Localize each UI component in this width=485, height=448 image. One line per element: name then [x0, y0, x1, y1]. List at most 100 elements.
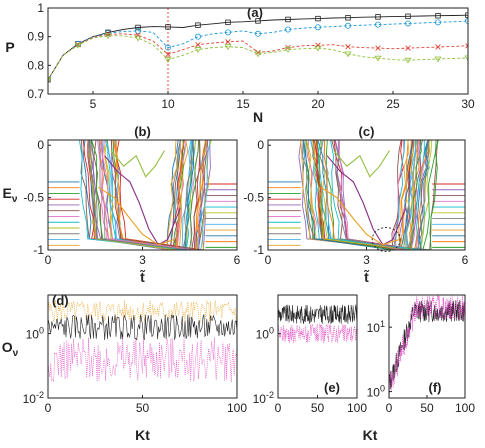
crossing-line: [303, 140, 393, 250]
ytick-label: 100: [26, 326, 44, 342]
xtick-label: 50: [311, 401, 325, 415]
panel-label-d: (d): [52, 293, 69, 308]
point-circle: [224, 29, 231, 36]
oscillation-trace: [48, 314, 237, 341]
crossing-line: [82, 140, 186, 250]
point-square: [375, 14, 381, 20]
panel-a-frame: [47, 7, 469, 95]
xlabel-a: N: [253, 109, 263, 125]
crossing-line: [408, 140, 422, 250]
oscillation-trace: [389, 299, 465, 390]
crossing-line: [194, 140, 207, 250]
point-triangle: [224, 44, 232, 51]
point-square: [225, 19, 231, 26]
panel-d-plot: [48, 300, 237, 382]
panel-label-b: (b): [134, 124, 151, 139]
crossing-line: [189, 140, 200, 250]
crossing-line: [422, 140, 437, 250]
xtick-label: 25: [386, 97, 400, 111]
crossing-line: [415, 140, 430, 250]
spectral-curve: [320, 186, 400, 246]
xtick-label: 3: [139, 253, 146, 267]
crossing-line: [181, 140, 192, 250]
crossing-line: [397, 140, 410, 250]
crossing-line: [414, 140, 429, 250]
crossing-line: [399, 140, 409, 250]
xtick-label: 0: [275, 401, 282, 415]
crossing-line: [329, 140, 401, 250]
crossing-line: [99, 140, 197, 250]
point-square: [465, 12, 468, 18]
oscillation-trace: [278, 323, 357, 344]
crossing-line: [178, 140, 189, 250]
ytick-label: 0.8: [27, 58, 44, 72]
point-x: [345, 43, 351, 50]
crossing-line: [409, 140, 420, 250]
crossing-line: [175, 140, 187, 250]
crossing-line: [417, 140, 430, 250]
crossing-line: [418, 140, 430, 250]
xtick-label: 5: [90, 97, 97, 111]
crossing-line: [112, 140, 178, 250]
point-triangle: [404, 57, 412, 64]
point-square: [165, 24, 171, 30]
point-square: [255, 18, 261, 24]
crossing-line: [298, 140, 410, 250]
crossing-line: [334, 140, 408, 250]
ytick-label: 101: [367, 319, 385, 335]
crossing-line: [104, 140, 195, 250]
point-triangle: [284, 47, 292, 53]
oscillation-trace: [278, 304, 357, 325]
crossing-line: [200, 140, 211, 250]
spectral-curve: [98, 186, 175, 246]
point-triangle: [134, 35, 142, 42]
highlight-circle: [371, 227, 401, 252]
point-x: [315, 42, 321, 48]
oscillation-trace: [389, 295, 465, 396]
point-circle: [134, 27, 141, 34]
crossing-line: [300, 140, 400, 250]
crossing-line: [111, 140, 183, 250]
crossing-line: [93, 140, 183, 250]
ytick-label: 0: [257, 138, 264, 152]
crossing-line: [102, 140, 168, 250]
ytick-label: 100: [256, 326, 274, 342]
crossing-line: [333, 140, 422, 250]
ytick-label: 10-2: [253, 390, 274, 406]
crossing-line: [325, 140, 420, 250]
point-square: [405, 13, 411, 20]
point-x: [465, 43, 468, 49]
xlabel-d: Kt: [135, 427, 150, 443]
oscillation-trace: [48, 300, 237, 323]
panel-e-plot: [278, 304, 357, 344]
point-square: [435, 13, 441, 19]
point-circle: [344, 22, 351, 29]
point-square: [195, 22, 201, 28]
crossing-line: [78, 140, 186, 250]
crossing-line: [420, 140, 432, 250]
point-x: [135, 32, 141, 38]
crossing-line: [114, 140, 172, 250]
crossing-line: [305, 140, 415, 250]
crossing-line: [107, 140, 196, 250]
point-circle: [404, 20, 411, 27]
xlabel-shared: Kt: [363, 427, 378, 443]
crossing-line: [198, 140, 208, 250]
crossing-line: [323, 140, 395, 250]
panel-label-e: (e): [324, 380, 340, 395]
point-x: [435, 44, 441, 50]
crossing-line: [391, 140, 402, 250]
point-triangle: [104, 33, 112, 40]
xtick-label: 6: [462, 253, 469, 267]
xtick-label: 0: [45, 253, 52, 267]
xtick-label: 100: [347, 401, 367, 415]
panel-a-plot: [48, 8, 468, 94]
point-circle: [194, 33, 201, 40]
ytick-label: 100: [367, 384, 385, 400]
xlabel-c: t̃: [363, 269, 369, 285]
spectral-curve: [326, 155, 407, 246]
point-x: [195, 41, 201, 48]
point-square: [285, 16, 291, 23]
